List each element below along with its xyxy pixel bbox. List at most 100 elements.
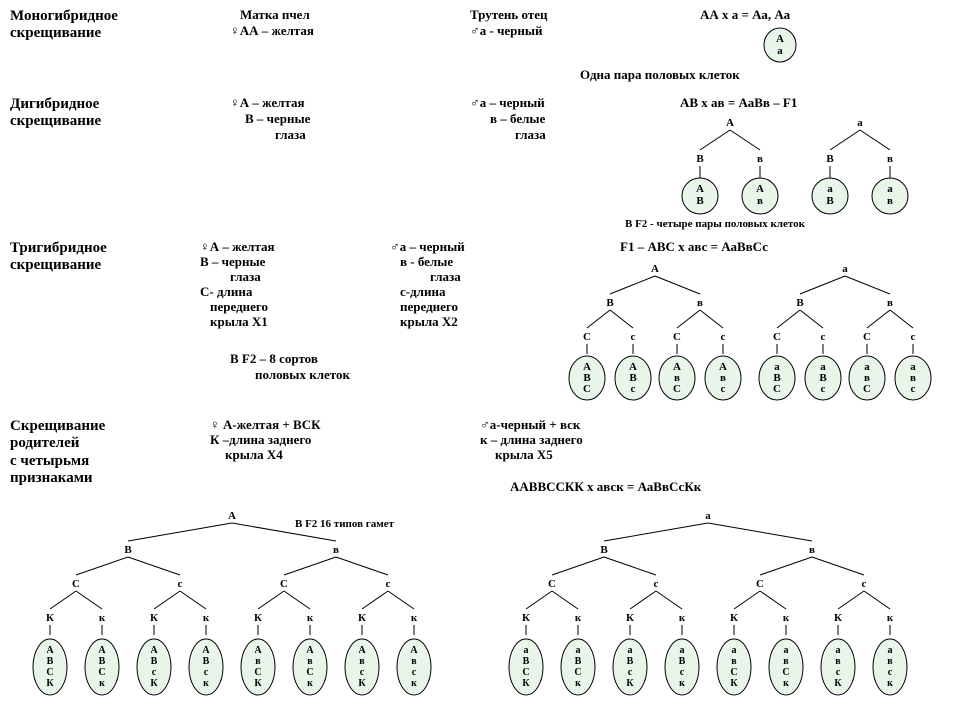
svg-text:В: В: [696, 195, 704, 207]
svg-text:А: А: [46, 645, 54, 656]
svg-text:в: в: [783, 656, 789, 667]
svg-text:В: В: [627, 656, 634, 667]
svg-text:С: С: [574, 667, 581, 678]
svg-text:в: в: [757, 195, 763, 207]
svg-text:в: в: [697, 297, 703, 309]
svg-text:А: А: [254, 645, 262, 656]
svg-text:в: в: [333, 544, 339, 556]
svg-text:В: В: [606, 297, 614, 309]
svg-text:а: а: [857, 117, 863, 129]
svg-text:А: А: [726, 117, 734, 129]
s1-gamete: А а: [760, 26, 800, 64]
svg-text:В: В: [124, 544, 132, 556]
s2-m1: ♀А – желтая: [230, 96, 305, 111]
svg-text:с: с: [412, 667, 417, 678]
s1-cross: АА х а = Аа, Аа: [700, 8, 790, 23]
svg-text:С: С: [46, 667, 53, 678]
svg-text:с: с: [386, 578, 391, 590]
svg-text:в: в: [731, 656, 737, 667]
svg-text:в: в: [809, 544, 815, 556]
s4-tree: АаВвВвСсСсСсСсКкКкКкКкКкКкКкКкАВСКАВСкАВ…: [20, 505, 950, 715]
s3-note2: половых клеток: [255, 368, 350, 383]
svg-text:В: В: [523, 656, 530, 667]
svg-text:а: а: [888, 645, 893, 656]
svg-text:с: с: [628, 667, 633, 678]
svg-text:с: с: [152, 667, 157, 678]
svg-text:в: в: [411, 656, 417, 667]
svg-text:В: В: [99, 656, 106, 667]
svg-text:в: в: [887, 656, 893, 667]
svg-text:В: В: [151, 656, 158, 667]
svg-text:В: В: [600, 544, 608, 556]
svg-text:К: К: [834, 678, 842, 689]
svg-text:А: А: [358, 645, 366, 656]
svg-text:к: к: [203, 612, 210, 624]
svg-text:к: к: [307, 612, 314, 624]
svg-text:с: с: [821, 383, 826, 395]
svg-text:к: к: [783, 612, 790, 624]
svg-text:к: к: [575, 612, 582, 624]
s1-father: ♂а - черный: [470, 24, 543, 39]
svg-text:К: К: [46, 612, 54, 624]
svg-text:В: В: [696, 153, 704, 165]
svg-text:а: а: [842, 263, 848, 275]
s2-title: Дигибридное скрещивание: [10, 96, 101, 131]
svg-text:К: К: [254, 678, 262, 689]
s3-cross: F1 – АВС х авс = АаВвСс: [620, 240, 768, 255]
s3-tree: А а Вв Вв СсСсСсСс АВСАВсАвСАвсаВСаВсавС…: [555, 258, 955, 408]
svg-text:В: В: [826, 195, 834, 207]
s2-m3: глаза: [275, 128, 306, 143]
s4-mother: ♀ А-желтая + ВСКК –длина заднегокрыла Х4: [210, 418, 321, 463]
svg-text:с: с: [721, 331, 726, 343]
svg-text:к: к: [99, 678, 105, 689]
s2-f2: в – белые: [490, 112, 545, 127]
svg-text:С: С: [863, 331, 871, 343]
svg-text:А: А: [410, 645, 418, 656]
svg-text:с: с: [178, 578, 183, 590]
s1-truten: Трутень отец: [470, 8, 547, 23]
svg-text:с: с: [911, 383, 916, 395]
svg-text:в: в: [307, 656, 313, 667]
svg-text:в: в: [887, 153, 893, 165]
svg-text:в: в: [887, 195, 893, 207]
svg-text:с: с: [631, 383, 636, 395]
svg-text:с: с: [680, 667, 685, 678]
svg-text:к: к: [887, 678, 893, 689]
svg-text:А: А: [98, 645, 106, 656]
svg-text:С: С: [673, 331, 681, 343]
svg-text:с: с: [836, 667, 841, 678]
svg-text:к: к: [411, 678, 417, 689]
svg-text:А: А: [776, 33, 784, 45]
s4-cross: ААВВССКК х авск = АаВвСсКк: [510, 480, 701, 495]
svg-text:в: в: [887, 297, 893, 309]
svg-text:К: К: [150, 612, 158, 624]
s2-gametes: АВ Ав аВ ав: [682, 178, 908, 214]
s3-father: ♂а – черныйв - белыеглаза с-длинапередне…: [390, 240, 465, 330]
svg-text:К: К: [730, 612, 738, 624]
svg-text:с: с: [654, 578, 659, 590]
svg-text:а: а: [705, 510, 711, 522]
s4-title: Скрещивание родителей с четырьмя признак…: [10, 418, 105, 487]
svg-text:К: К: [834, 612, 842, 624]
s2-f3: глаза: [515, 128, 546, 143]
s2-note: В F2 - четыре пары половых клеток: [625, 218, 805, 231]
svg-text:к: к: [575, 678, 581, 689]
svg-text:К: К: [730, 678, 738, 689]
svg-text:С: С: [673, 383, 681, 395]
svg-text:с: с: [911, 331, 916, 343]
svg-text:С: С: [756, 578, 764, 590]
svg-text:А: А: [150, 645, 158, 656]
s2-cross: АВ х ав = АаВв – F1: [680, 96, 797, 111]
svg-text:а: а: [628, 645, 633, 656]
s3-mother: ♀А – желтаяВ – черныеглаза С- длинаперед…: [200, 240, 275, 330]
svg-text:С: С: [583, 331, 591, 343]
svg-text:С: С: [730, 667, 737, 678]
svg-text:К: К: [522, 612, 530, 624]
svg-text:С: С: [72, 578, 80, 590]
svg-text:К: К: [46, 678, 54, 689]
svg-text:а: а: [887, 183, 893, 195]
svg-text:С: С: [522, 667, 529, 678]
svg-text:С: С: [773, 331, 781, 343]
s2-tree: А а В в В в АВ Ав аВ ав: [660, 112, 940, 222]
svg-text:К: К: [358, 678, 366, 689]
